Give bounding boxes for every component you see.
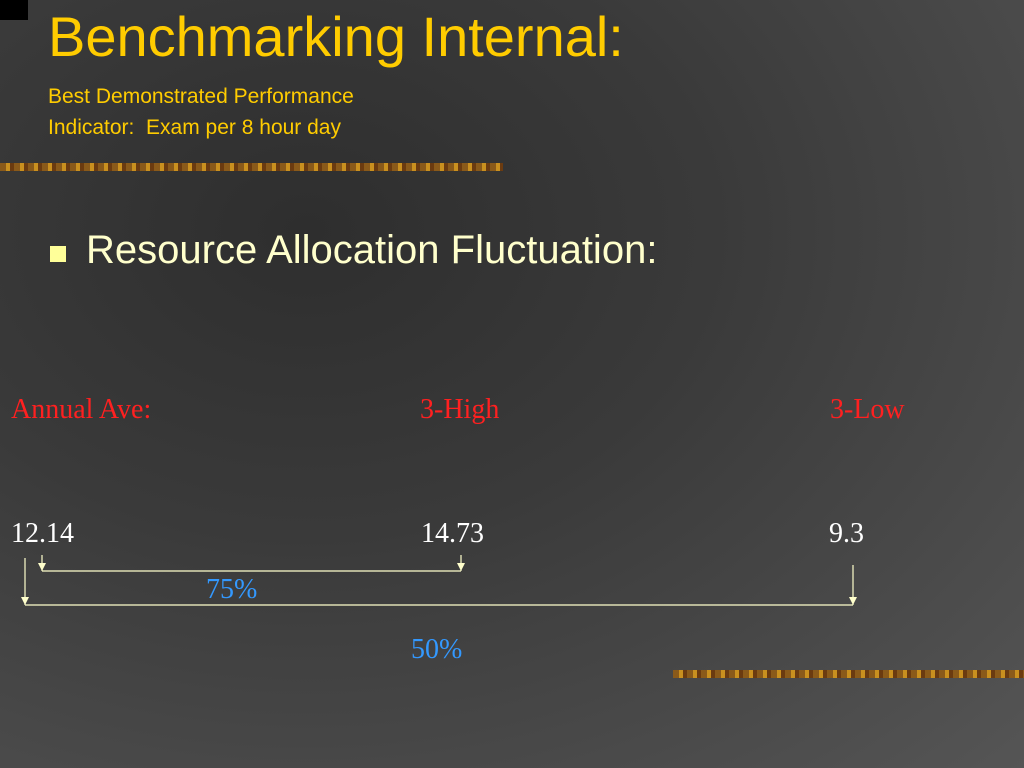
bullet-marker — [50, 246, 66, 262]
bullet-text: Resource Allocation Fluctuation: — [86, 228, 658, 272]
value: 14.73 — [421, 518, 484, 549]
value: 9.3 — [829, 518, 864, 549]
percentage: 50% — [411, 634, 463, 665]
label: 3-Low — [830, 394, 905, 425]
decor-bar — [673, 670, 1024, 678]
decor-bar — [0, 163, 503, 171]
subtitle: Best Demonstrated Performance — [48, 85, 354, 108]
percentage: 75% — [206, 574, 258, 605]
subtitle: Indicator: Exam per 8 hour day — [48, 116, 341, 139]
label: 3-High — [420, 394, 500, 425]
label: Annual Ave: — [11, 394, 152, 425]
corner-block — [0, 0, 28, 20]
title: Benchmarking Internal: — [48, 5, 624, 68]
value: 12.14 — [11, 518, 74, 549]
